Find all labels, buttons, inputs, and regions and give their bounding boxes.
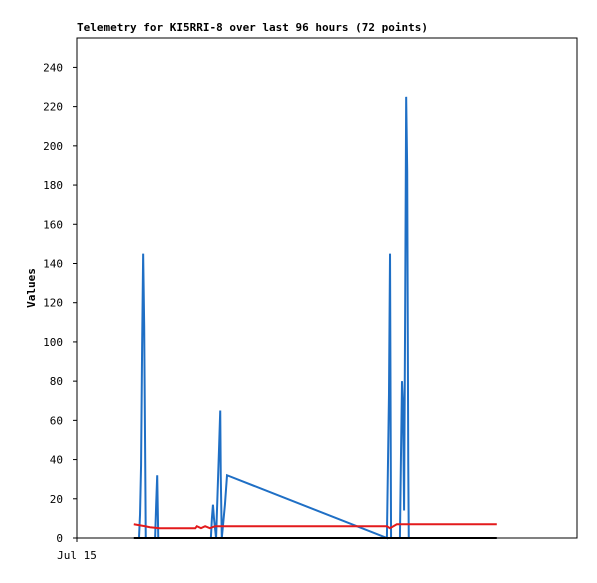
- y-tick-label: 100: [43, 336, 63, 349]
- y-tick-label: 80: [50, 375, 63, 388]
- x-tick-label: Jul 15: [57, 549, 97, 562]
- chart-title: Telemetry for KI5RRI-8 over last 96 hour…: [77, 21, 428, 34]
- y-tick-label: 40: [50, 454, 63, 467]
- y-tick-label: 120: [43, 297, 63, 310]
- y-tick-label: 0: [56, 532, 63, 545]
- series-line: [133, 523, 497, 530]
- y-tick-label: 240: [43, 61, 63, 74]
- y-tick-label: 220: [43, 101, 63, 114]
- y-tick-label: 180: [43, 179, 63, 192]
- plot-frame: [76, 37, 578, 539]
- y-axis-label: Values: [25, 268, 38, 308]
- y-tick-label: 160: [43, 218, 63, 231]
- y-tick-label: 140: [43, 257, 63, 270]
- y-tick-label: 60: [50, 414, 63, 427]
- y-tick-label: 20: [50, 493, 63, 506]
- y-tick-label: 200: [43, 140, 63, 153]
- series-line: [137, 96, 410, 540]
